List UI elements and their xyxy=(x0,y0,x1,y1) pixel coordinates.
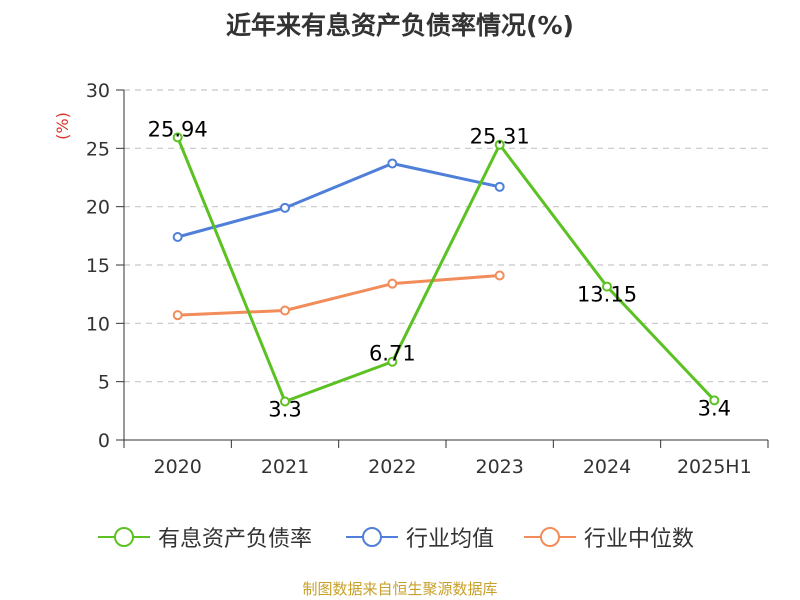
series-layer xyxy=(172,132,720,407)
data-label: 25.31 xyxy=(470,125,530,149)
series-line xyxy=(177,162,500,239)
legend-label: 有息资产负债率 xyxy=(158,527,313,552)
x-tick-label: 2021 xyxy=(261,456,309,478)
data-label: 3.3 xyxy=(268,398,301,422)
x-tick-label: 2020 xyxy=(153,456,201,478)
y-tick-label: 0 xyxy=(98,430,110,452)
data-point[interactable] xyxy=(387,356,398,367)
x-tick-label: 2024 xyxy=(583,456,631,478)
y-tick-label: 5 xyxy=(98,372,110,394)
data-point[interactable] xyxy=(494,181,505,192)
data-point[interactable] xyxy=(280,202,290,213)
data-point[interactable] xyxy=(172,132,183,143)
data-point[interactable] xyxy=(172,232,183,242)
series-line xyxy=(176,136,716,403)
x-tick-label: 2025H1 xyxy=(677,456,752,478)
data-point[interactable] xyxy=(172,310,183,321)
legend-line-icon xyxy=(524,527,576,547)
y-tick-label: 30 xyxy=(86,80,110,102)
axes: 0 5 10 15 20 25 30 2020 2021 2022 2023 2024 2025H1 xyxy=(86,80,769,478)
y-tick-label: 20 xyxy=(86,197,110,219)
y-tick-label: 10 xyxy=(86,313,110,335)
data-point[interactable] xyxy=(387,278,398,289)
data-label: 13.15 xyxy=(577,283,637,307)
source-note: 制图数据来自恒生聚源数据库 xyxy=(302,580,498,598)
y-axis-label: (%) xyxy=(53,112,72,140)
data-point[interactable] xyxy=(494,139,505,150)
grid-lines xyxy=(124,89,768,383)
legend-label: 行业均值 xyxy=(406,527,495,552)
data-point[interactable] xyxy=(494,270,505,281)
data-label: 6.71 xyxy=(369,342,416,366)
data-point[interactable] xyxy=(387,158,398,169)
x-tick-label: 2023 xyxy=(475,456,523,478)
data-labels: 25.94 3.3 6.71 25.31 13.15 3.4 xyxy=(148,117,731,421)
y-tick-label: 25 xyxy=(86,138,110,160)
legend-item-industry-mean[interactable]: 行业均值 xyxy=(346,520,494,554)
y-tick-label: 15 xyxy=(86,255,110,277)
data-point[interactable] xyxy=(602,281,612,292)
legend-item-industry-median[interactable]: 行业中位数 xyxy=(524,520,694,554)
legend-line-icon xyxy=(346,527,398,547)
data-point[interactable] xyxy=(280,305,290,316)
data-label: 25.94 xyxy=(148,117,208,141)
legend-item-debt-ratio[interactable]: 有息资产负债率 xyxy=(98,520,312,554)
x-tick-label: 2022 xyxy=(368,456,416,478)
data-label: 3.4 xyxy=(698,396,731,420)
series-line xyxy=(177,274,500,317)
legend-label: 行业中位数 xyxy=(584,527,695,552)
data-point[interactable] xyxy=(280,396,290,407)
data-point[interactable] xyxy=(709,395,720,406)
legend: 有息资产负债率 行业均值 行业中位数 xyxy=(0,520,800,554)
chart-title: 近年来有息资产负债率情况(%) xyxy=(226,11,574,40)
legend-line-icon xyxy=(98,527,150,547)
